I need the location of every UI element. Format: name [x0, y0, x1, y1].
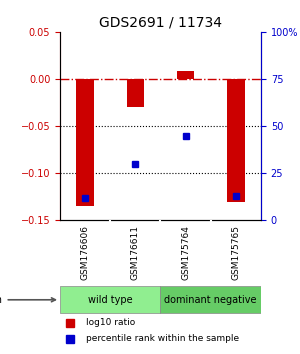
Text: GSM175765: GSM175765 — [231, 225, 240, 280]
Text: GSM175764: GSM175764 — [181, 225, 190, 280]
Bar — [227, 79, 245, 201]
FancyBboxPatch shape — [60, 286, 160, 313]
Text: dominant negative: dominant negative — [164, 295, 257, 305]
Text: wild type: wild type — [88, 295, 133, 305]
Bar — [127, 79, 144, 107]
Text: GSM176611: GSM176611 — [131, 225, 140, 280]
Bar — [177, 72, 194, 79]
Text: GSM176606: GSM176606 — [81, 225, 90, 280]
Text: log10 ratio: log10 ratio — [86, 318, 135, 327]
Bar — [76, 79, 94, 206]
Text: strain: strain — [0, 295, 56, 305]
Title: GDS2691 / 11734: GDS2691 / 11734 — [99, 15, 222, 29]
Text: percentile rank within the sample: percentile rank within the sample — [86, 334, 239, 343]
FancyBboxPatch shape — [160, 286, 261, 313]
